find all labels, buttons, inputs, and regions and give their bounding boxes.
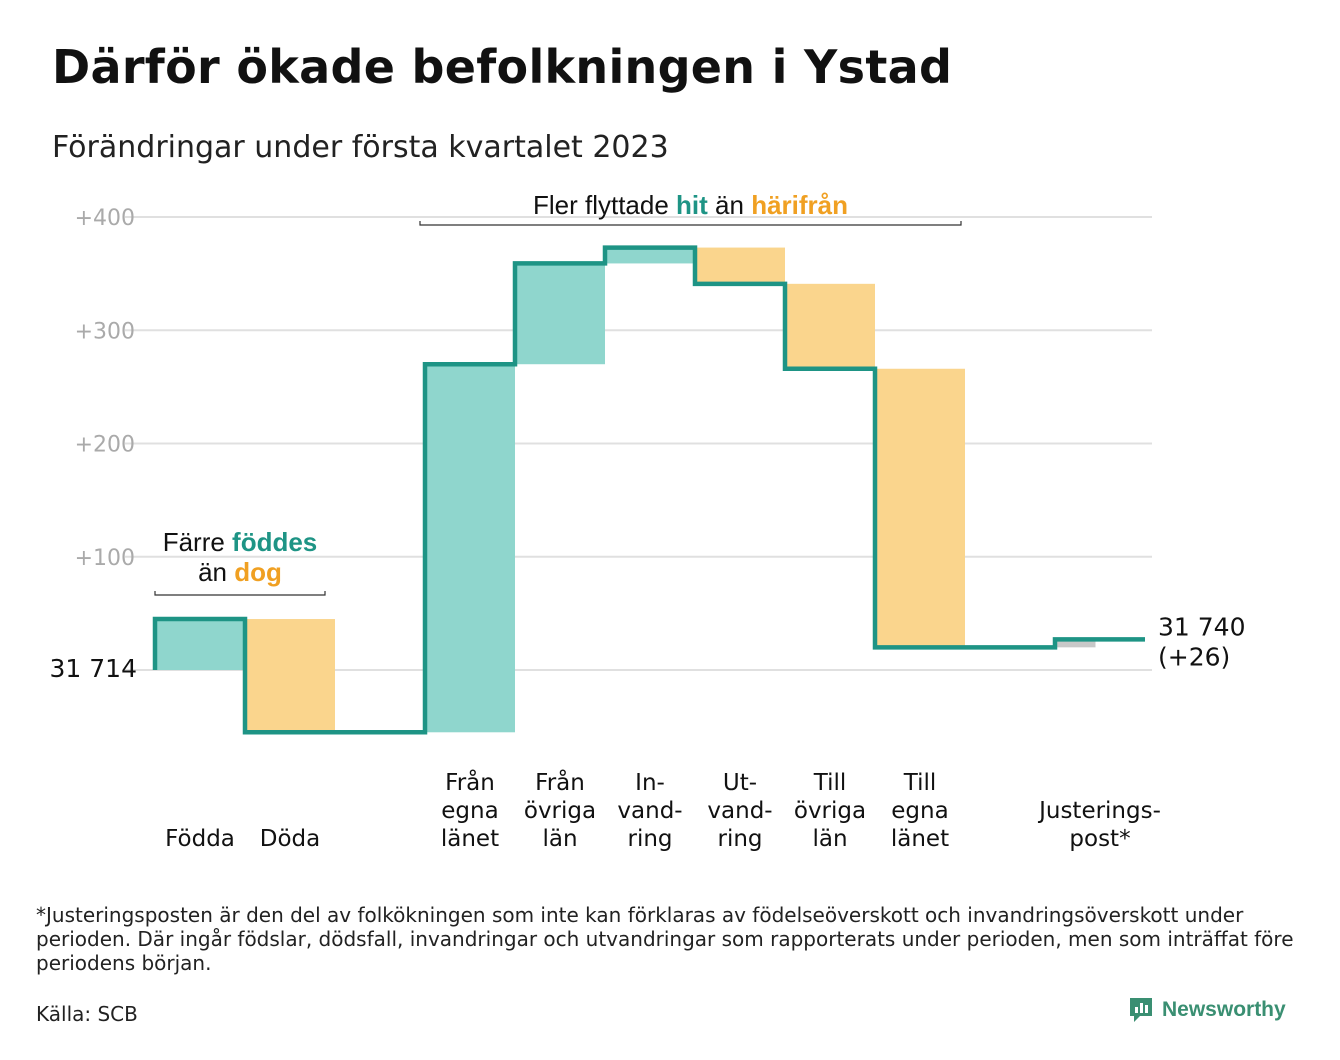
category-label: Till bbox=[813, 770, 847, 796]
category-label: post* bbox=[1069, 826, 1130, 852]
waterfall-bar bbox=[605, 247, 695, 264]
waterfall-bar bbox=[515, 263, 605, 365]
births-annotation: Färre föddes bbox=[163, 527, 318, 557]
chart-title: Därför ökade befolkningen i Ystad bbox=[52, 40, 953, 94]
births-bracket bbox=[154, 591, 326, 596]
y-tick-label: +300 bbox=[75, 319, 135, 344]
start-value-label: 31 714 bbox=[50, 654, 137, 683]
category-label: egna bbox=[891, 798, 948, 824]
waterfall-bar bbox=[695, 247, 785, 284]
waterfall-chart: +100 +200 +300 +400 31 714 31 740(+26) Födda Dö… bbox=[50, 190, 1246, 852]
cumulative-step-line bbox=[152, 245, 1145, 735]
category-label: Döda bbox=[260, 826, 320, 852]
y-tick-label: +100 bbox=[75, 546, 135, 571]
end-value-label: (+26) bbox=[1158, 642, 1230, 671]
migration-annotation: Fler flyttade hit än härifrån bbox=[533, 190, 848, 220]
category-label: länet bbox=[441, 826, 499, 852]
category-label: Födda bbox=[165, 826, 235, 852]
waterfall-bar bbox=[785, 283, 875, 369]
waterfall-bar bbox=[425, 364, 515, 733]
waterfall-bar bbox=[1055, 639, 1096, 648]
category-label: vand- bbox=[707, 798, 772, 824]
waterfall-bar bbox=[155, 619, 245, 670]
category-label: Från bbox=[535, 768, 585, 796]
waterfall-bar bbox=[245, 619, 335, 733]
category-label: övriga bbox=[524, 798, 596, 824]
chart-subtitle: Förändringar under första kvartalet 2023 bbox=[52, 130, 669, 165]
y-tick-label: +200 bbox=[75, 433, 135, 458]
end-value-label: 31 740 bbox=[1158, 612, 1245, 641]
y-tick-label: +400 bbox=[75, 206, 135, 231]
category-label: In- bbox=[635, 770, 665, 796]
migration-bracket bbox=[419, 221, 962, 226]
category-label: Ut- bbox=[723, 770, 757, 796]
category-label: Från bbox=[445, 768, 495, 796]
brand-name: Newsworthy bbox=[1162, 998, 1286, 1021]
category-label: Justerings- bbox=[1037, 798, 1161, 824]
category-label: övriga bbox=[794, 798, 866, 824]
footnote: *Justeringsposten är den del av folkökni… bbox=[36, 903, 1294, 975]
waterfall-bar bbox=[875, 368, 965, 648]
category-label: län bbox=[812, 826, 847, 852]
category-label: egna bbox=[441, 798, 498, 824]
category-label: ring bbox=[717, 826, 762, 852]
births-annotation: än dog bbox=[198, 557, 282, 587]
category-label: Till bbox=[903, 770, 937, 796]
brand[interactable]: Newsworthy bbox=[1128, 996, 1286, 1024]
category-label: ring bbox=[627, 826, 672, 852]
newsworthy-logo-icon bbox=[1130, 998, 1152, 1022]
source-text: Källa: SCB bbox=[36, 1002, 138, 1026]
category-label: länet bbox=[891, 826, 949, 852]
category-label: län bbox=[542, 826, 577, 852]
category-label: vand- bbox=[617, 798, 682, 824]
